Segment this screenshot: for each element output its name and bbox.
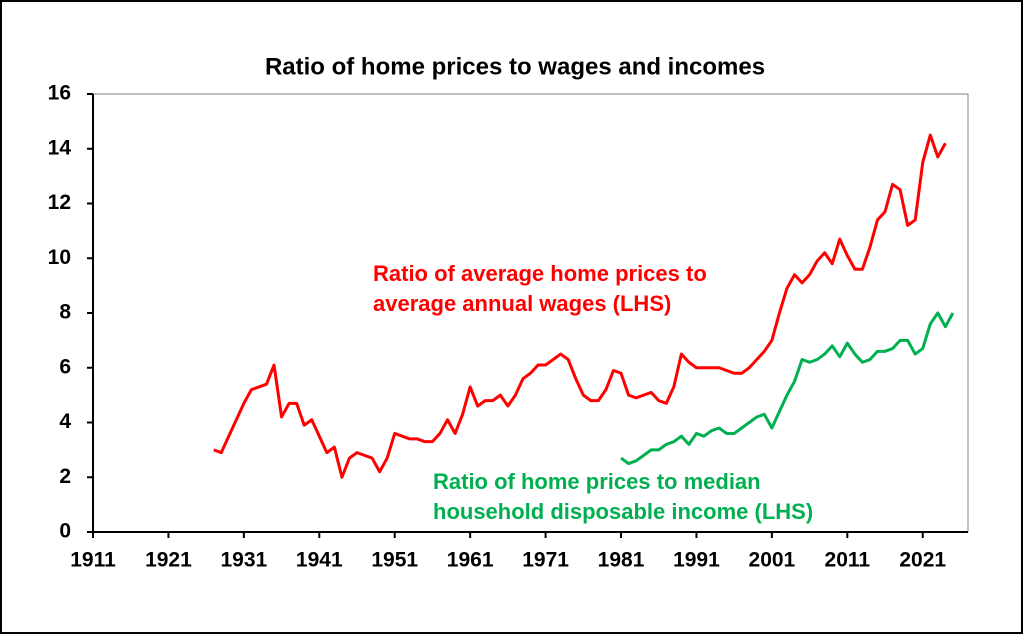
- x-tick-label: 1911: [70, 549, 116, 572]
- data-line: [620, 311, 955, 466]
- y-tick-label: 2: [59, 465, 71, 488]
- series-label: Ratio of average home prices to: [373, 261, 707, 286]
- series-label: Ratio of home prices to median: [433, 469, 761, 494]
- y-tick-label: 4: [59, 410, 71, 433]
- x-tick-label: 2001: [749, 549, 796, 572]
- x-tick-label: 1951: [371, 549, 418, 572]
- series-label: household disposable income (LHS): [433, 499, 813, 524]
- x-tick-label: 2021: [899, 549, 946, 572]
- y-tick-label: 6: [59, 355, 71, 378]
- x-tick-label: 1971: [522, 549, 569, 572]
- x-tick-label: 2011: [825, 549, 871, 572]
- x-tick-label: 1941: [296, 549, 343, 572]
- y-tick-label: 12: [48, 191, 71, 214]
- y-tick-label: 0: [59, 520, 71, 543]
- series-label: average annual wages (LHS): [373, 291, 671, 316]
- y-tick-label: 14: [48, 136, 72, 159]
- y-tick-label: 16: [48, 82, 71, 105]
- y-tick-label: 10: [48, 246, 71, 269]
- x-tick-label: 1961: [447, 549, 494, 572]
- x-tick-label: 1991: [673, 549, 720, 572]
- data-line: [213, 133, 947, 479]
- x-tick-label: 1981: [598, 549, 645, 572]
- y-tick-label: 8: [59, 301, 71, 324]
- x-tick-label: 1931: [221, 549, 268, 572]
- chart-title: Ratio of home prices to wages and income…: [265, 53, 765, 80]
- x-tick-label: 1921: [145, 549, 192, 572]
